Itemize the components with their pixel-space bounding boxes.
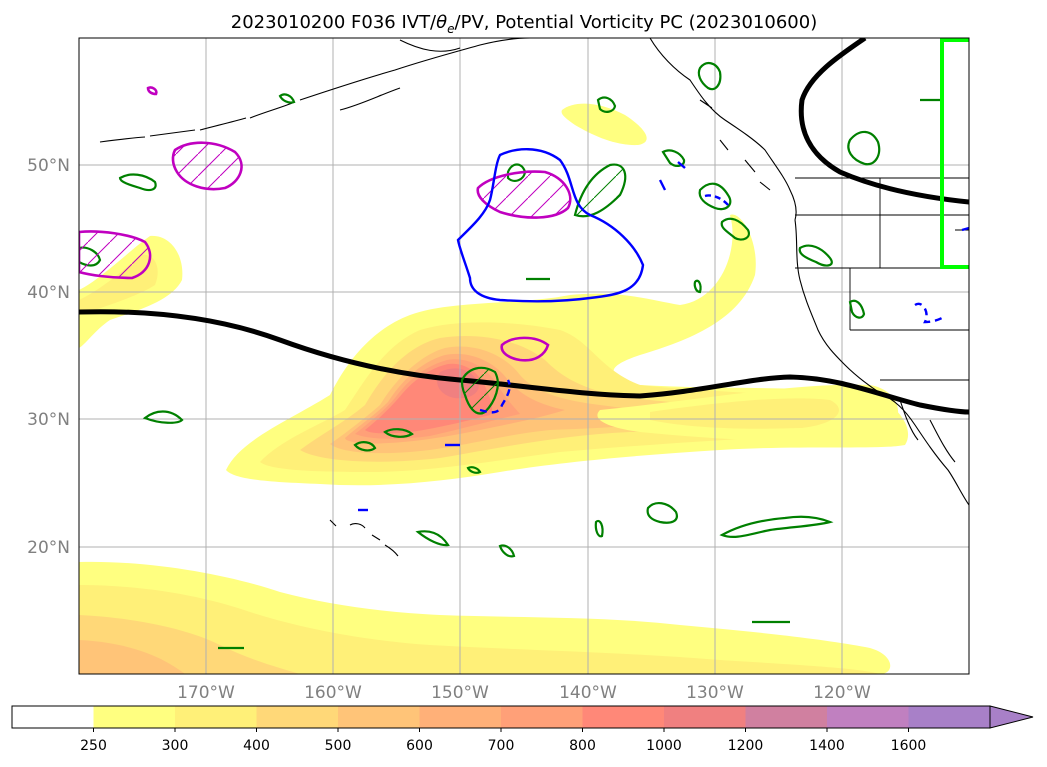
jet-lines [79,38,969,415]
green-contour [353,441,377,452]
green-contour [118,173,157,192]
colorbar-segment [256,706,339,728]
blue-contour-dashed [479,379,511,414]
blue-contour-dashed [704,194,729,206]
ivt-eastern-band [597,384,899,443]
colorbar-segment [664,706,746,728]
colorbar-label: 400 [243,738,270,754]
colorbar-segment [827,706,909,728]
green-contour [848,299,866,319]
target-region-box [940,38,969,269]
green-contour [697,62,722,91]
lat-label-30: 30°N [27,410,70,430]
title-prefix: 2023010200 F036 IVT/ [231,12,437,33]
colorbar-segment [745,706,828,728]
green-contour [661,149,686,167]
title-suffix: /PV, Potential Vorticity PC (2023010600) [455,12,818,33]
lat-label-20: 20°N [27,538,70,558]
colorbar-segment [501,706,583,728]
colorbar: 250 300 400 500 600 700 800 1000 1200 1400 1600 [11,705,1034,754]
colorbar-label: 1200 [728,738,764,754]
magenta-contour [171,141,243,191]
pv-green-contours [79,62,940,650]
ivt-southern-band [79,561,891,674]
lat-label-50: 50°N [27,156,70,176]
colorbar-label: 500 [325,738,352,754]
lon-label-160w: 160°W [304,683,362,703]
green-contour [594,519,604,538]
green-contour [466,466,482,474]
longitude-labels: 170°W 160°W 150°W 140°W 130°W 120°W [177,683,871,703]
hawaii-islands [329,519,399,557]
colorbar-segment [12,706,94,728]
magenta-contour [500,336,550,362]
pv-blue-contours [358,148,969,512]
colorbar-segment [582,706,665,728]
green-contour [142,410,184,424]
colorbar-label: 1600 [891,738,927,754]
colorbar-extend-arrow [989,705,1034,729]
green-contour [573,163,627,218]
colorbar-label: 700 [488,738,515,754]
latitude-labels: 50°N 40°N 30°N 20°N [27,156,70,558]
magenta-contour [476,170,572,219]
colorbar-segment [908,706,991,728]
chart-title: 2023010200 F036 IVT/θe/PV, Potential Vor… [231,12,817,36]
green-contour [278,93,296,104]
colorbar-label: 1400 [809,738,845,754]
colorbar-segment [175,706,257,728]
lon-label-150w: 150°W [431,683,489,703]
colorbar-label: 800 [569,738,596,754]
map-gridlines [79,38,969,674]
green-contour [383,428,414,438]
map-plot-area [79,38,969,674]
jet-line-northern [798,38,969,205]
colorbar-label: 1000 [646,738,682,754]
magenta-contour [79,230,152,280]
colorbar-segment [419,706,502,728]
bc-coast [649,38,797,221]
ivt-south-300 [79,585,880,674]
lat-label-40: 40°N [27,283,70,303]
blue-contour [677,161,686,169]
title-theta: θ [436,12,447,33]
green-contour [415,530,450,547]
green-contour [698,182,732,211]
blue-contour [658,179,667,191]
green-contour [798,244,833,267]
green-contour [720,217,750,241]
ivt-north-patch [561,103,647,146]
blue-contour-dashed [914,302,943,324]
alaska-coast [99,38,531,143]
lon-label-140w: 140°W [559,683,617,703]
colorbar-label: 300 [162,738,189,754]
us-state-borders [795,177,969,381]
colorbar-label: 600 [406,738,433,754]
green-contour [847,130,881,166]
coastlines [99,38,969,557]
pv-magenta-contours [79,86,572,362]
colorbar-segment [338,706,420,728]
us-west-coast [794,219,969,506]
lon-label-130w: 130°W [686,683,744,703]
blue-contour [456,148,645,303]
green-contour [693,279,702,294]
ivt-east-300 [650,398,839,429]
green-contour [719,515,834,538]
colorbar-label: 250 [80,738,107,754]
magenta-contour [146,86,158,96]
green-contour [596,96,617,113]
colorbar-segment [93,706,176,728]
green-contour [498,544,516,558]
ivt-south-500 [79,640,185,674]
baja-coast [899,399,956,463]
blue-contour [961,226,969,232]
map-frame [78,37,970,675]
jet-line-southern [79,309,969,415]
lon-label-170w: 170°W [177,683,235,703]
lon-label-120w: 120°W [813,683,871,703]
title-theta-sub: e [447,22,454,36]
green-contour [646,502,678,524]
